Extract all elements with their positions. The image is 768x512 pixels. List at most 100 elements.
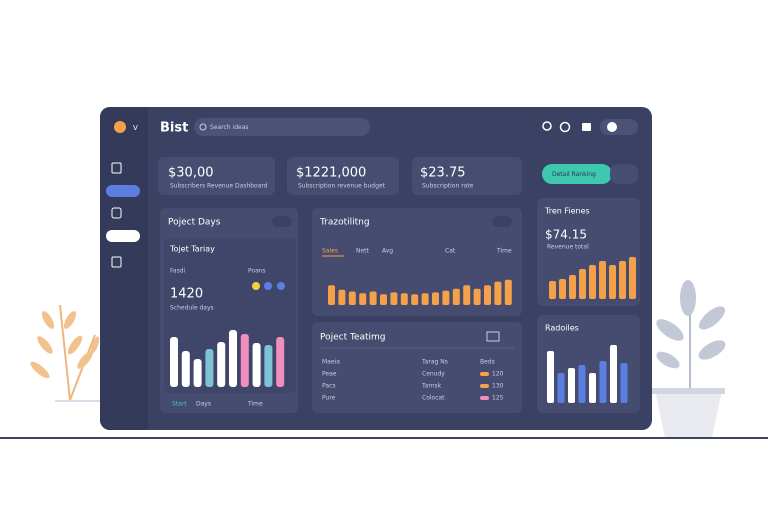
bar [369,291,377,305]
bar [463,285,471,305]
nav-icon[interactable] [111,256,122,268]
table-cell: 130 [492,383,504,390]
bar [181,351,190,387]
bar [400,293,408,305]
avatar [264,282,272,290]
bar [557,373,565,403]
panel-title: Poject Days [168,218,221,228]
tab[interactable]: Cat [445,248,456,255]
bar [264,345,273,387]
bar [217,342,226,387]
bar [473,288,481,305]
icon-bag[interactable] [582,123,591,131]
card-caption: Schedule days [170,305,214,312]
card-label: Poans [248,268,266,275]
icon[interactable] [486,331,500,342]
tab[interactable]: Time [496,248,512,255]
card-value: 1420 [170,287,203,302]
bar [348,291,356,305]
stat-card [287,157,399,195]
bar [494,281,502,305]
bar [569,275,576,299]
bar [240,334,249,387]
bar [380,294,387,305]
stat-value: $30,00 [168,166,214,181]
stat-value: $23.75 [420,166,466,181]
bar [276,337,285,387]
search-icon [199,123,207,131]
bar [578,365,586,403]
panel-title: Radoiles [545,324,579,333]
bar [549,281,556,299]
tab[interactable]: Nett [356,248,370,255]
stat-card [412,157,522,195]
toggle[interactable] [492,216,512,227]
plant-left [30,304,100,402]
detail-button[interactable] [542,164,612,184]
bar [411,294,419,305]
stat-card [158,157,275,195]
card-label: Fasdi [170,268,186,275]
nav-icon[interactable] [111,207,122,219]
table-cell: Pacs [322,383,335,390]
bar [504,279,512,305]
toggle[interactable] [272,216,292,227]
stat-label: Subscription revenue budget [298,183,386,190]
bar [229,330,237,387]
icon-search[interactable] [542,121,552,131]
table-header: Beds [480,359,495,366]
footer-item[interactable]: Start [172,401,187,408]
plant-right [652,280,726,438]
bar [579,269,586,299]
inner-card [164,238,296,393]
bar [599,261,606,299]
bar [610,345,617,403]
toggle[interactable] [600,119,638,135]
avatar [252,282,260,290]
nav-active[interactable] [106,185,140,197]
bar [547,351,554,403]
table-header: Tarag Ns [421,359,448,366]
table-cell: 120 [492,371,504,378]
bar [205,349,214,387]
bar [559,279,566,299]
panel [312,322,522,413]
footer-item[interactable]: Time [247,401,263,408]
table-cell: Pure [322,395,336,402]
footer-item[interactable]: Days [196,401,211,408]
status-pill [480,396,489,400]
panel-value: $74.15 [545,228,587,242]
table-cell: Colocat [422,395,445,402]
bar [252,343,261,387]
search-placeholder: Search ideas [210,124,249,131]
app-title: Bist [160,121,188,136]
bar [359,293,367,305]
table-cell: Tarnsk [421,383,442,390]
status-pill [480,372,489,376]
table-header: Maeia [322,359,340,366]
bar [170,337,178,387]
panel-title: Tren Fienes [544,207,590,216]
table-cell: 125 [492,395,504,402]
icon-button[interactable] [610,164,638,184]
nav-pill[interactable] [106,230,140,242]
tab[interactable]: Sales [322,248,338,255]
tab[interactable]: Avg [382,248,393,255]
toggle-knob [607,122,617,132]
bar [442,290,450,305]
bar [328,285,335,305]
table-cell: Cenudy [422,371,445,378]
nav-icon[interactable] [111,162,122,174]
bar [629,257,636,299]
stat-label: Subscribers Revenue Dashboard [170,183,268,190]
search-bar[interactable] [194,118,370,136]
bar [609,265,616,299]
status-pill [480,384,489,388]
bar [599,361,607,403]
sidebar [100,107,148,430]
bar [589,265,596,299]
bar [619,261,626,299]
icon-clock[interactable] [559,121,571,133]
